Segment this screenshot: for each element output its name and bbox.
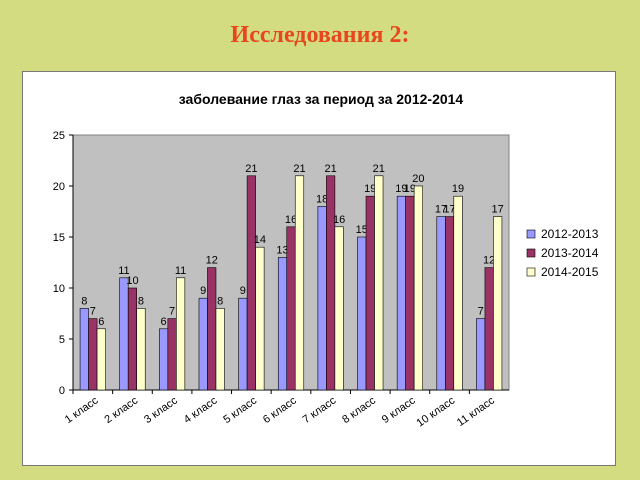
x-tick-label: 7 класс [301, 394, 339, 426]
x-tick-label: 5 класс [221, 394, 259, 426]
bar[interactable] [374, 175, 384, 391]
y-tick-label: 15 [53, 232, 65, 244]
legend-swatch [526, 229, 536, 239]
bar[interactable] [215, 308, 225, 391]
bar[interactable] [396, 195, 406, 391]
bar[interactable] [453, 195, 463, 391]
bar[interactable] [365, 195, 375, 391]
bar[interactable] [159, 328, 169, 391]
bar[interactable] [79, 308, 89, 391]
data-label: 13 [276, 244, 288, 256]
data-label: 11 [175, 265, 186, 277]
bar[interactable] [286, 226, 296, 391]
legend-label: 2014-2015 [541, 265, 599, 279]
bar[interactable] [255, 246, 265, 391]
data-label: 21 [293, 163, 305, 175]
data-label: 17 [443, 204, 455, 216]
data-label: 16 [333, 214, 345, 226]
x-tick-label: 8 класс [340, 394, 378, 426]
data-label: 16 [285, 214, 297, 226]
data-label: 17 [435, 204, 447, 216]
data-label: 8 [217, 295, 223, 307]
data-label: 17 [492, 204, 504, 216]
bar[interactable] [207, 267, 217, 391]
x-tick-label: 6 класс [261, 394, 299, 426]
x-tick-label: 11 класс [455, 394, 497, 429]
x-tick-label: 4 класс [182, 394, 220, 426]
bar[interactable] [476, 318, 486, 391]
bar[interactable] [436, 216, 446, 391]
bar[interactable] [444, 216, 455, 391]
bar[interactable] [136, 308, 146, 391]
bar[interactable] [167, 318, 177, 391]
y-tick-label: 5 [59, 334, 65, 346]
legend-label: 2013-2014 [541, 246, 599, 260]
data-label: 15 [356, 224, 368, 236]
bar[interactable] [127, 287, 138, 391]
y-tick-label: 10 [53, 283, 65, 295]
data-label: 8 [138, 295, 144, 307]
y-tick-label: 0 [59, 385, 65, 397]
bar[interactable] [238, 297, 248, 391]
x-tick-label: 3 класс [142, 394, 180, 426]
data-label: 7 [478, 306, 484, 318]
data-label: 6 [161, 316, 167, 328]
chart-title: заболевание глаз за период за 2012-2014 [179, 91, 464, 107]
legend-swatch [526, 267, 536, 277]
bar-chart: заболевание глаз за период за 2012-2014 … [53, 91, 599, 430]
bar[interactable] [198, 297, 208, 391]
bar[interactable] [413, 185, 423, 391]
data-label: 9 [240, 285, 246, 297]
data-label: 21 [245, 163, 257, 175]
data-label: 21 [325, 163, 337, 175]
data-label: 12 [206, 255, 218, 267]
x-tick-label: 1 класс [63, 394, 101, 426]
x-tick-label: 2 класс [102, 394, 140, 426]
bar[interactable] [326, 175, 336, 391]
bar[interactable] [357, 236, 367, 391]
data-label: 12 [483, 255, 495, 267]
bar[interactable] [96, 328, 106, 391]
slide-title: Исследования 2: [230, 22, 410, 48]
bar[interactable] [176, 277, 186, 391]
bar[interactable] [294, 175, 305, 391]
data-label: 19 [395, 183, 407, 195]
data-label: 6 [98, 316, 104, 328]
legend-swatch [526, 248, 536, 258]
data-label: 18 [316, 193, 328, 205]
bar[interactable] [484, 267, 494, 391]
data-label: 21 [373, 163, 385, 175]
bar[interactable] [317, 206, 327, 391]
bar[interactable] [88, 318, 98, 391]
bar[interactable] [405, 195, 415, 391]
data-label: 14 [254, 234, 266, 246]
data-label: 19 [452, 183, 464, 195]
x-tick-label: 10 класс [415, 394, 458, 429]
data-label: 9 [200, 285, 206, 297]
bar[interactable] [277, 257, 288, 391]
data-label: 20 [412, 173, 424, 185]
data-label: 10 [126, 275, 138, 287]
x-tick-label: 9 класс [380, 394, 418, 426]
data-label: 19 [364, 183, 376, 195]
bar[interactable] [334, 226, 344, 391]
data-label: 8 [81, 295, 87, 307]
bar[interactable] [246, 175, 256, 391]
data-label: 19 [404, 183, 416, 195]
y-tick-label: 25 [53, 130, 65, 142]
y-tick-label: 20 [53, 181, 65, 193]
chart-frame: заболевание глаз за период за 2012-2014 … [22, 71, 616, 466]
data-label: 7 [90, 306, 96, 318]
legend-label: 2012-2013 [541, 227, 599, 241]
data-label: 7 [169, 306, 175, 318]
bar[interactable] [493, 216, 503, 391]
bar[interactable] [119, 277, 129, 391]
legend: 2012-2013 2013-2014 2014-2015 [526, 227, 599, 279]
data-label: 11 [118, 265, 129, 277]
